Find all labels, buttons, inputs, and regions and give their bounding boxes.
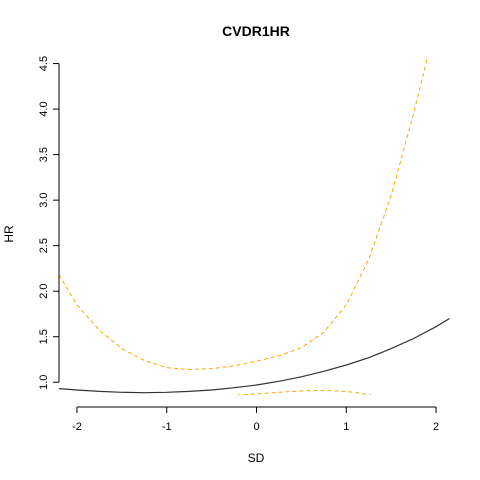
x-tick-label: -1 xyxy=(162,421,172,433)
series-line-2 xyxy=(59,59,428,371)
series-line-3 xyxy=(229,389,374,395)
y-axis: 1.0 1.5 2.0 2.5 3.0 3.5 4.0 4.5 xyxy=(38,56,60,390)
y-tick-label: 4.0 xyxy=(38,101,50,116)
x-tick-label: -2 xyxy=(72,421,82,433)
y-tick-label: 2.0 xyxy=(38,284,50,299)
y-tick-label: 3.0 xyxy=(38,192,50,207)
y-axis-title: HR xyxy=(2,225,16,243)
y-tick-label: 1.5 xyxy=(38,329,50,344)
x-tick-label: 1 xyxy=(343,421,349,433)
y-tick-label: 1.0 xyxy=(38,375,50,390)
x-tick-label: 0 xyxy=(253,421,259,433)
y-tick-label: 4.5 xyxy=(38,56,50,71)
y-tick-label: 3.5 xyxy=(38,147,50,162)
x-tick-label: 2 xyxy=(433,421,439,433)
y-tick-label: 2.5 xyxy=(38,238,50,253)
x-axis: -2 -1 0 1 2 xyxy=(72,406,439,433)
series-layer xyxy=(59,59,450,395)
series-line-1 xyxy=(59,317,450,394)
chart-title: CVDR1HR xyxy=(222,23,290,39)
x-axis-title: SD xyxy=(248,451,265,465)
